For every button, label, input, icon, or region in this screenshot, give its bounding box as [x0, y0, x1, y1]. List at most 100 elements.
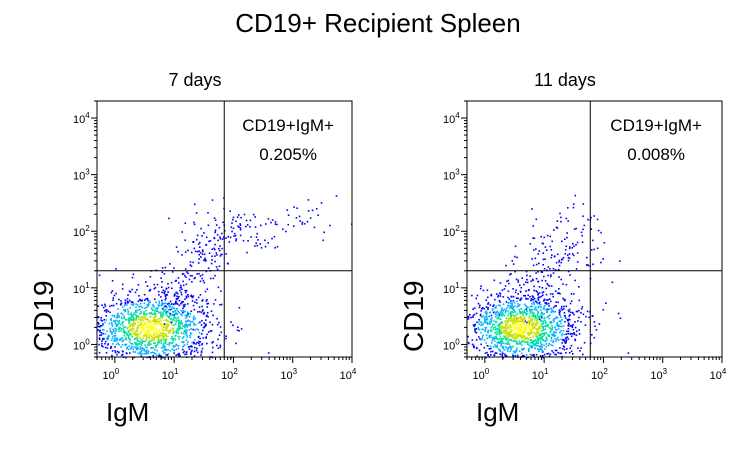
- event-dot: [535, 300, 537, 303]
- event-dot: [100, 325, 103, 327]
- event-dot: [534, 326, 536, 329]
- event-dot: [100, 319, 102, 321]
- event-dot: [548, 308, 550, 310]
- y-tick-label: 104: [443, 111, 460, 126]
- event-dot: [173, 311, 175, 313]
- event-dot: [585, 264, 588, 266]
- event-dot: [145, 353, 147, 355]
- event-dot: [496, 328, 498, 330]
- event-dot: [218, 249, 221, 252]
- event-dot: [532, 264, 535, 267]
- event-dot: [165, 354, 168, 356]
- event-dot: [571, 324, 574, 327]
- event-dot: [510, 273, 512, 275]
- event-dot: [141, 342, 144, 344]
- event-dot: [538, 326, 541, 329]
- event-dot: [571, 253, 574, 255]
- event-dot: [510, 311, 512, 313]
- event-dot: [572, 333, 574, 335]
- event-dot: [206, 342, 208, 345]
- event-dot: [218, 265, 221, 268]
- event-dot: [111, 314, 114, 317]
- event-dot: [578, 299, 581, 302]
- event-dot: [467, 335, 469, 338]
- event-dot: [524, 330, 526, 333]
- event-dot: [503, 331, 505, 334]
- event-dot: [557, 339, 560, 341]
- event-dot: [249, 226, 251, 228]
- event-dot: [539, 345, 541, 348]
- event-dot: [544, 280, 547, 282]
- event-dot: [200, 351, 203, 354]
- event-dot: [543, 332, 546, 334]
- event-dot: [517, 334, 520, 336]
- event-dot: [547, 315, 550, 317]
- event-dot: [475, 297, 477, 300]
- event-dot: [143, 353, 146, 355]
- event-dot: [528, 325, 531, 328]
- event-dot: [518, 305, 520, 307]
- event-dot: [531, 345, 534, 347]
- event-dot: [508, 298, 511, 300]
- event-dot: [516, 256, 518, 259]
- event-dot: [142, 317, 145, 319]
- event-dot: [230, 321, 232, 323]
- flow-plot-11-days: CD19+IgM+0.008%100 101 102 103 1041001011021…: [443, 100, 727, 382]
- event-dot: [186, 271, 188, 273]
- event-dot: [486, 337, 488, 340]
- event-dot: [168, 217, 170, 220]
- event-dot: [108, 322, 111, 325]
- event-dot: [544, 321, 547, 323]
- event-dot: [161, 281, 163, 283]
- event-dot: [566, 348, 568, 350]
- event-dot: [207, 316, 209, 318]
- event-dot: [517, 331, 520, 333]
- event-dot: [184, 323, 186, 326]
- event-dot: [171, 306, 173, 308]
- event-dot: [105, 319, 107, 321]
- event-dot: [514, 338, 517, 340]
- event-dot: [545, 345, 548, 348]
- event-dot: [484, 311, 487, 314]
- event-dot: [546, 308, 549, 311]
- event-dot: [525, 308, 528, 311]
- event-dot: [499, 301, 501, 303]
- event-dot: [181, 327, 183, 329]
- event-dot: [497, 304, 500, 306]
- event-dot: [121, 288, 124, 290]
- event-dot: [219, 238, 222, 240]
- event-dot: [187, 294, 189, 296]
- event-dot: [514, 245, 517, 248]
- event-dot: [103, 309, 106, 312]
- event-dot: [317, 214, 319, 217]
- event-dot: [508, 327, 510, 330]
- event-dot: [517, 293, 519, 295]
- event-dot: [182, 310, 185, 312]
- event-dot: [196, 250, 199, 253]
- event-dot: [153, 332, 155, 335]
- event-dot: [145, 314, 147, 316]
- event-dot: [483, 339, 486, 341]
- event-dot: [537, 337, 540, 340]
- event-dot: [481, 328, 484, 331]
- event-dot: [557, 327, 560, 330]
- event-dot: [485, 313, 488, 315]
- event-dot: [141, 340, 144, 343]
- event-dot: [184, 333, 187, 335]
- event-dot: [518, 350, 521, 353]
- event-dot: [156, 329, 158, 332]
- y-tick-label: 100: [73, 337, 90, 352]
- event-dot: [199, 341, 201, 343]
- event-dot: [169, 313, 172, 315]
- event-dot: [557, 269, 560, 271]
- event-dot: [122, 324, 124, 327]
- event-dot: [550, 249, 553, 251]
- event-dot: [500, 344, 502, 347]
- event-dot: [111, 331, 114, 333]
- event-dot: [499, 318, 502, 321]
- event-dot: [164, 351, 166, 354]
- event-dot: [481, 336, 484, 338]
- event-dot: [165, 338, 168, 341]
- event-dot: [545, 302, 547, 304]
- event-dot: [141, 323, 143, 326]
